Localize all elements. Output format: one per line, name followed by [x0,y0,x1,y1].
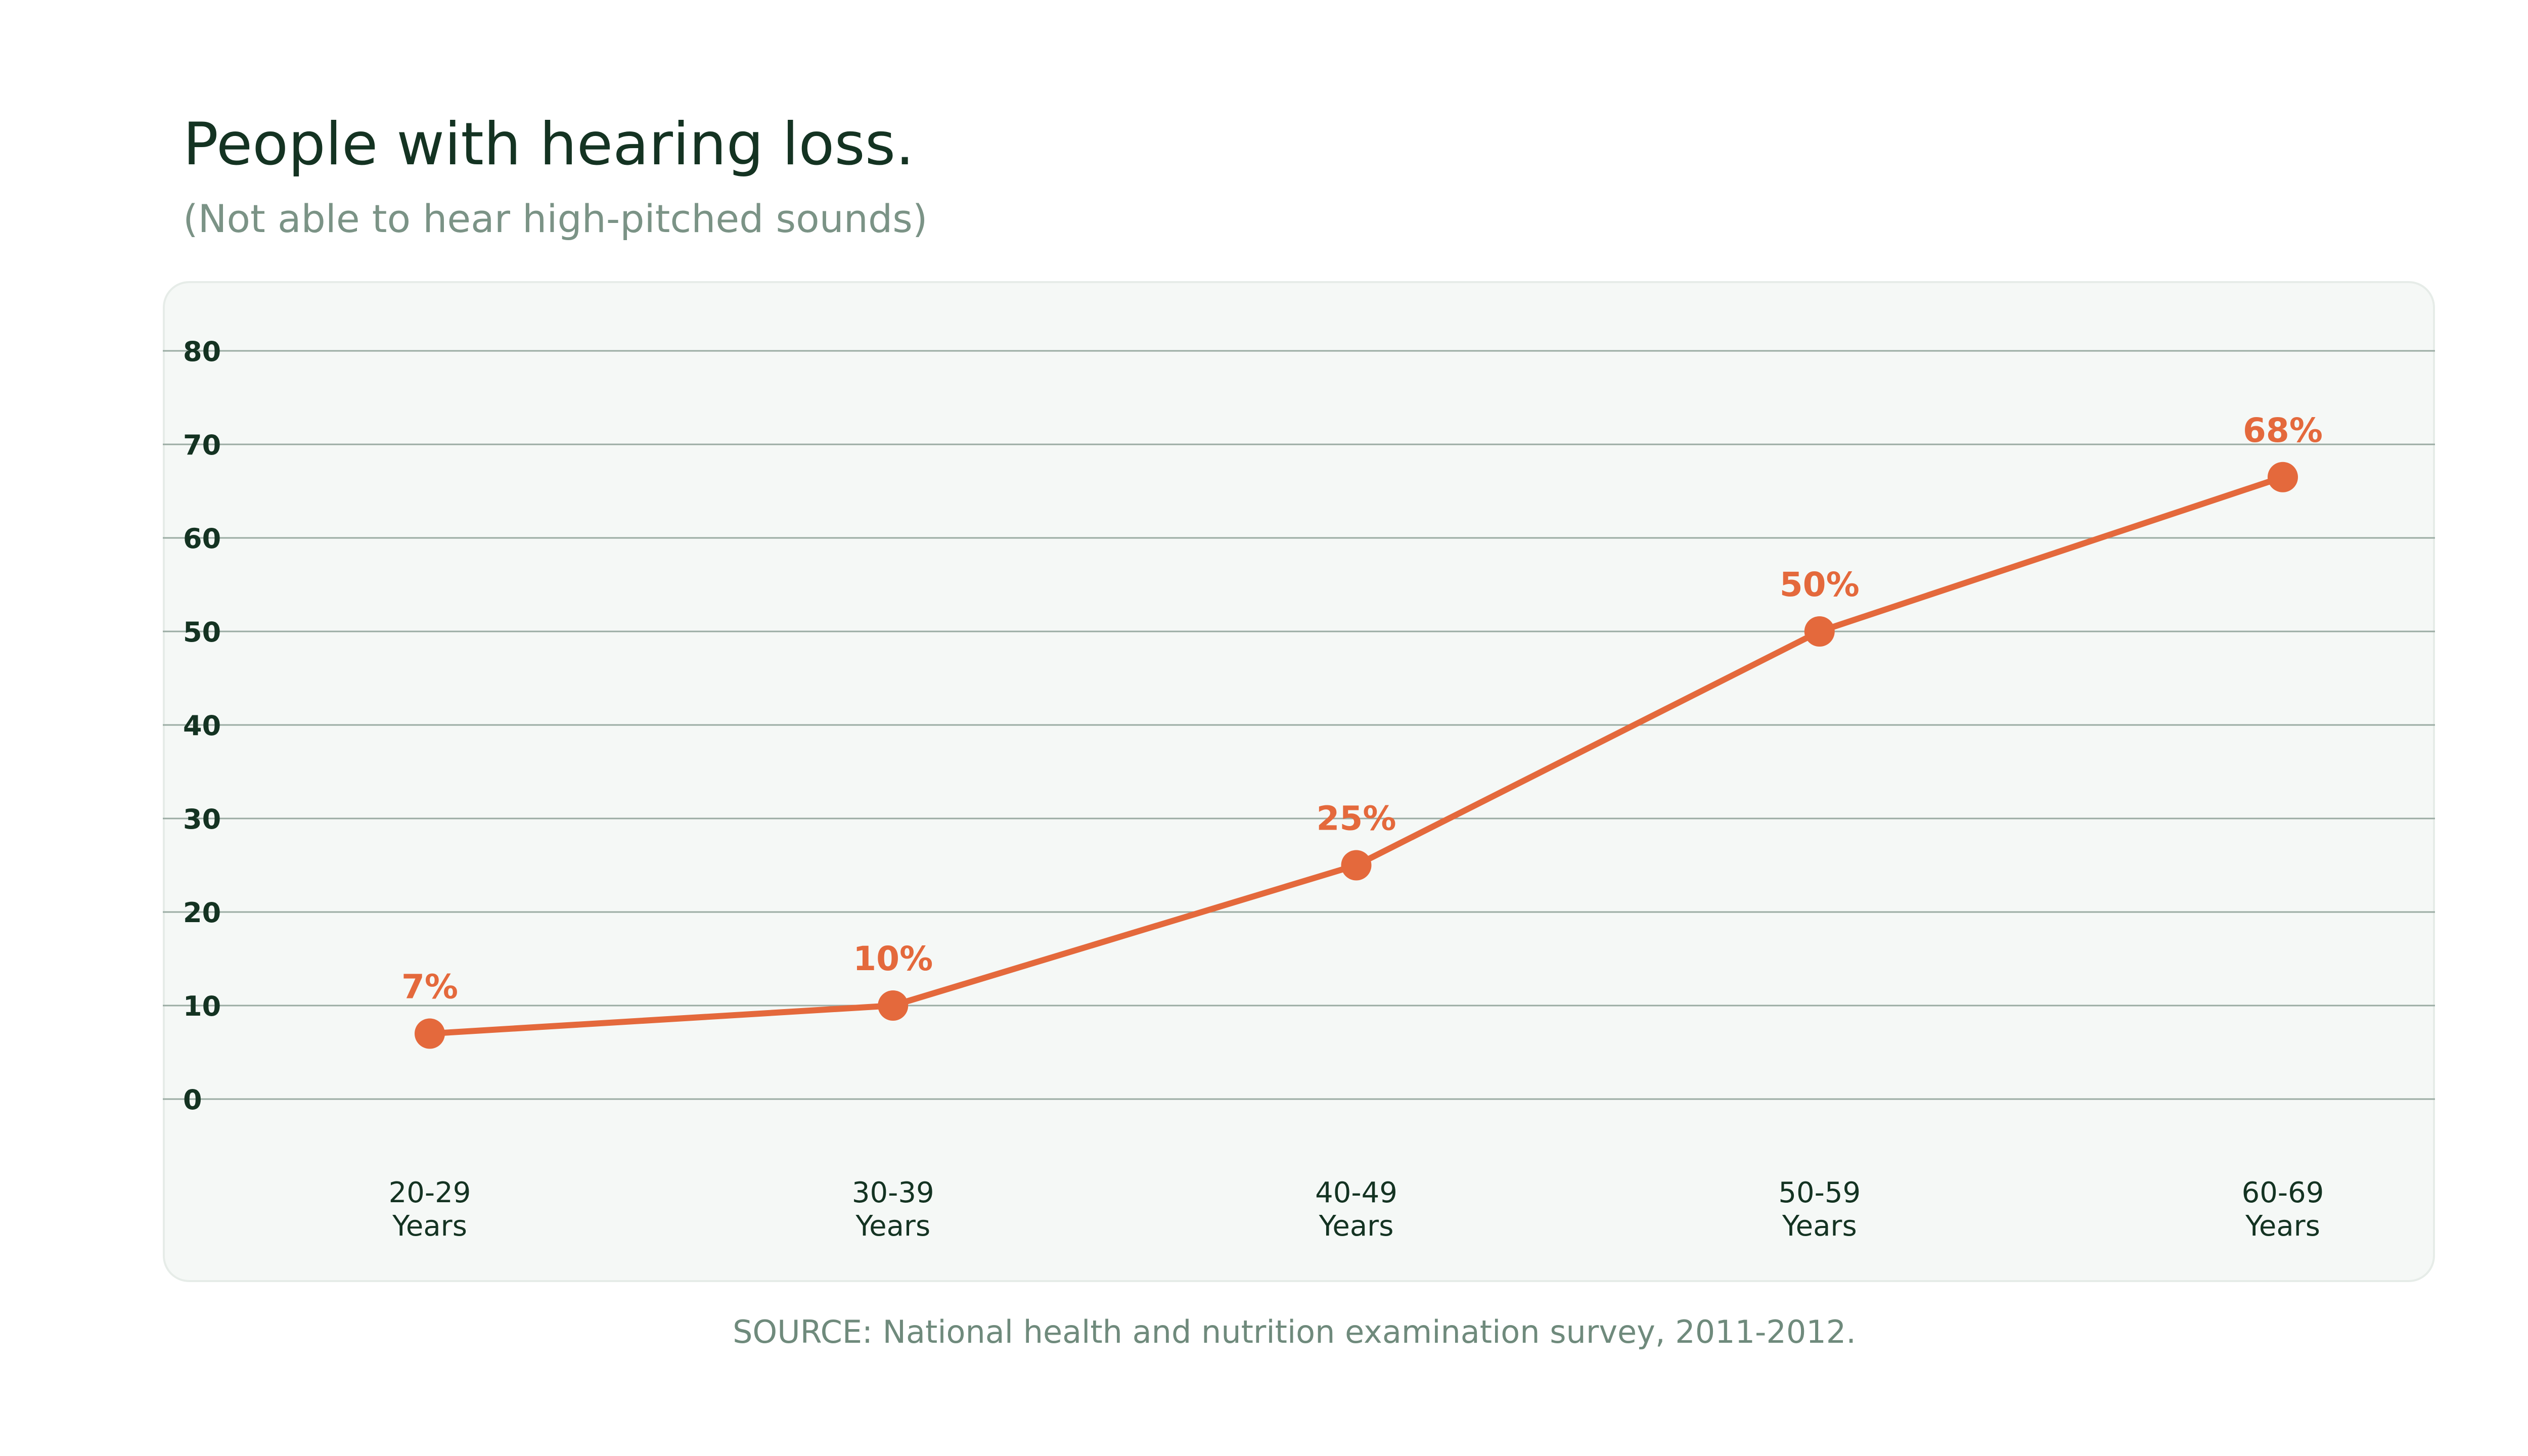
data-label: 7% [401,968,458,1007]
x-tick-label: Years [1319,1210,1394,1243]
data-point [1341,850,1372,881]
chart-title: People with hearing loss. [183,110,915,178]
x-tick-label: Years [392,1210,467,1243]
y-tick-label: 10 [183,990,221,1022]
x-tick-label: Years [855,1210,930,1243]
data-label: 10% [853,939,933,978]
data-point [415,1018,445,1049]
series-line [427,474,2286,1037]
data-label: 50% [1780,565,1860,604]
x-tick-label: 60-69 [2242,1176,2324,1209]
y-tick-label: 50 [183,616,221,648]
data-point [2268,462,2298,492]
y-tick-label: 0 [183,1084,202,1116]
chart-panel [163,281,2435,1282]
data-label: 68% [2243,411,2323,450]
y-tick-label: 20 [183,897,221,929]
y-tick-label: 80 [183,336,221,368]
source-note: SOURCE: National health and nutrition ex… [733,1313,1856,1350]
x-tick-label: 50-59 [1778,1176,1861,1209]
y-tick-label: 70 [183,429,221,461]
y-tick-label: 40 [183,710,221,742]
x-tick-label: 40-49 [1315,1176,1397,1209]
x-tick-label: Years [2245,1210,2320,1243]
data-point [878,990,909,1021]
chart-subtitle: (Not able to hear high-pitched sounds) [183,196,928,241]
y-tick-label: 60 [183,523,221,555]
x-tick-label: 30-39 [852,1176,934,1209]
y-tick-label: 30 [183,803,221,835]
data-point [1804,616,1835,647]
x-tick-label: 20-29 [389,1176,471,1209]
x-tick-label: Years [1782,1210,1857,1243]
data-label: 25% [1317,799,1396,838]
